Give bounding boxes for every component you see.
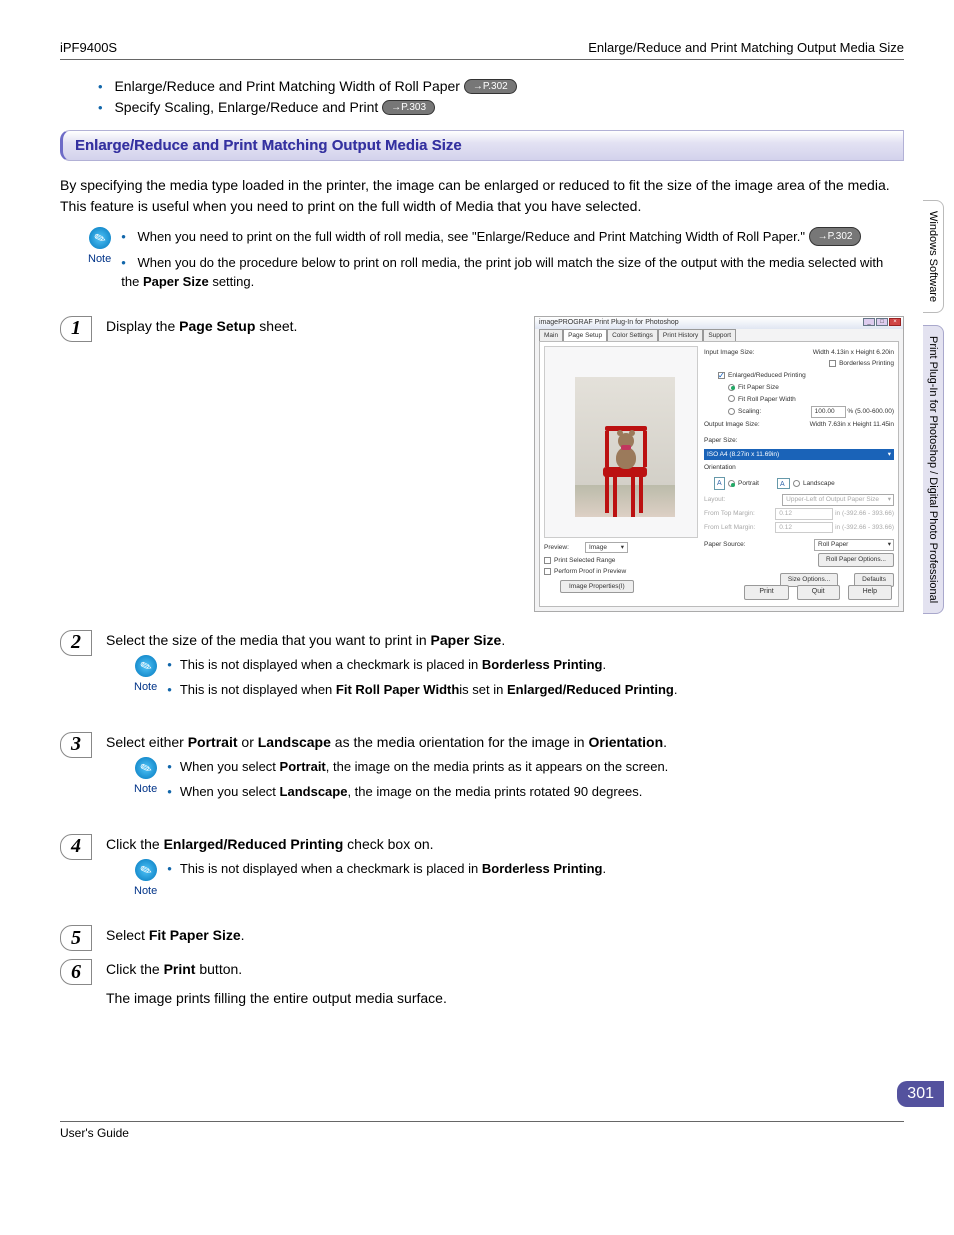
dialog-title: imagePROGRAF Print Plug-In for Photoshop xyxy=(539,319,679,326)
step-4-text: Click the Enlarged/Reduced Printing chec… xyxy=(106,834,904,855)
portrait-icon xyxy=(714,477,725,490)
step-6-result: The image prints filling the entire outp… xyxy=(106,988,904,1009)
paper-source-dropdown[interactable]: Roll Paper xyxy=(814,539,894,551)
preview-image xyxy=(544,346,698,538)
side-tab-print-plugin[interactable]: Print Plug-In for Photoshop / Digital Ph… xyxy=(923,325,944,614)
step-number-3: 3 xyxy=(60,732,92,758)
paper-size-label: Paper Size: xyxy=(704,436,894,446)
page-ref-pill[interactable]: →P.302 xyxy=(464,79,517,94)
note-item: When you need to print on the full width… xyxy=(121,227,904,247)
step-5-text: Select Fit Paper Size. xyxy=(106,925,904,951)
note-icon: ✎ xyxy=(86,223,114,251)
header-left: iPF9400S xyxy=(60,40,117,55)
help-button[interactable]: Help xyxy=(848,585,892,600)
print-button[interactable]: Print xyxy=(744,585,788,600)
note-item: When you select Landscape, the image on … xyxy=(167,782,904,802)
section-heading: Enlarge/Reduce and Print Matching Output… xyxy=(60,130,904,161)
step-number-1: 1 xyxy=(60,316,92,342)
fit-roll-paper-width-radio[interactable] xyxy=(728,395,735,402)
paper-source-label: Paper Source: xyxy=(704,540,746,550)
borderless-printing-checkbox[interactable] xyxy=(829,360,836,367)
note-item: This is not displayed when a checkmark i… xyxy=(167,859,904,879)
side-tab-windows-software[interactable]: Windows Software xyxy=(923,200,944,313)
landscape-radio[interactable] xyxy=(793,480,800,487)
roll-paper-options-button[interactable]: Roll Paper Options... xyxy=(818,553,894,567)
close-button[interactable]: × xyxy=(889,318,901,326)
note-icon: ✎ xyxy=(132,652,160,680)
note-label: Note xyxy=(134,679,157,696)
scaling-input[interactable]: 100.00 xyxy=(811,406,846,418)
step-number-4: 4 xyxy=(60,834,92,860)
top-links: Enlarge/Reduce and Print Matching Width … xyxy=(60,78,904,116)
enlarged-reduced-checkbox[interactable] xyxy=(718,372,725,379)
page-number: 301 xyxy=(897,1081,944,1107)
tab-color-settings[interactable]: Color Settings xyxy=(607,329,658,342)
input-image-size-label: Input Image Size: xyxy=(704,348,755,358)
left-margin-label: From Left Margin: xyxy=(704,523,755,533)
tab-page-setup[interactable]: Page Setup xyxy=(563,329,607,342)
top-margin-input[interactable]: 0.12 xyxy=(775,508,833,520)
header-right: Enlarge/Reduce and Print Matching Output… xyxy=(588,40,904,55)
page-header: iPF9400S Enlarge/Reduce and Print Matchi… xyxy=(60,40,904,60)
print-selected-range-checkbox[interactable] xyxy=(544,557,551,564)
step-3-text: Select either Portrait or Landscape as t… xyxy=(106,732,904,753)
note-item: When you select Portrait, the image on t… xyxy=(167,757,904,777)
note-intro: ✎ Note When you need to print on the ful… xyxy=(88,227,904,298)
step-number-2: 2 xyxy=(60,630,92,656)
note-label: Note xyxy=(88,251,111,268)
output-image-size-label: Output Image Size: xyxy=(704,420,760,430)
paper-size-dropdown[interactable]: ISO A4 (8.27in x 11.69in)▾ xyxy=(704,449,894,461)
intro-text: By specifying the media type loaded in t… xyxy=(60,175,904,217)
left-margin-input[interactable]: 0.12 xyxy=(775,522,833,534)
note-label: Note xyxy=(134,781,157,798)
step-number-6: 6 xyxy=(60,959,92,985)
orientation-label: Orientation xyxy=(704,463,894,473)
portrait-radio[interactable] xyxy=(728,480,735,487)
image-properties-button[interactable]: Image Properties(I) xyxy=(560,580,634,594)
step-6-text: Click the Print button. xyxy=(106,959,904,980)
note-icon: ✎ xyxy=(132,856,160,884)
page-ref-pill[interactable]: →P.303 xyxy=(382,100,435,115)
page-setup-dialog-screenshot: imagePROGRAF Print Plug-In for Photoshop… xyxy=(534,316,904,612)
tab-support[interactable]: Support xyxy=(703,329,736,342)
landscape-icon xyxy=(777,478,790,489)
note-item: This is not displayed when a checkmark i… xyxy=(167,655,904,675)
side-tabs: Windows Software Print Plug-In for Photo… xyxy=(923,200,944,614)
maximize-button[interactable]: □ xyxy=(876,318,888,326)
link-specify-scaling[interactable]: Specify Scaling, Enlarge/Reduce and Prin… xyxy=(98,99,904,116)
note-label: Note xyxy=(134,883,157,900)
quit-button[interactable]: Quit xyxy=(797,585,840,600)
link-enlarge-width[interactable]: Enlarge/Reduce and Print Matching Width … xyxy=(98,78,904,95)
tab-main[interactable]: Main xyxy=(539,329,563,342)
footer: User's Guide xyxy=(60,1121,904,1140)
step-1-text: Display the Page Setup sheet. xyxy=(106,316,297,612)
perform-proof-checkbox[interactable] xyxy=(544,568,551,575)
step-2-text: Select the size of the media that you wa… xyxy=(106,630,904,651)
preview-dropdown[interactable]: Image xyxy=(585,542,628,554)
tab-print-history[interactable]: Print History xyxy=(658,329,703,342)
note-item: This is not displayed when Fit Roll Pape… xyxy=(167,680,904,700)
preview-label: Preview: xyxy=(544,543,569,553)
note-icon: ✎ xyxy=(132,754,160,782)
layout-dropdown[interactable]: Upper-Left of Output Paper Size xyxy=(782,494,894,506)
note-item: When you do the procedure below to print… xyxy=(121,253,904,292)
fit-paper-size-radio[interactable] xyxy=(728,384,735,391)
minimize-button[interactable]: _ xyxy=(863,318,875,326)
top-margin-label: From Top Margin: xyxy=(704,509,755,519)
step-number-5: 5 xyxy=(60,925,92,951)
page-ref-pill[interactable]: →P.302 xyxy=(809,227,862,246)
scaling-radio[interactable] xyxy=(728,408,735,415)
layout-label: Layout: xyxy=(704,495,725,505)
